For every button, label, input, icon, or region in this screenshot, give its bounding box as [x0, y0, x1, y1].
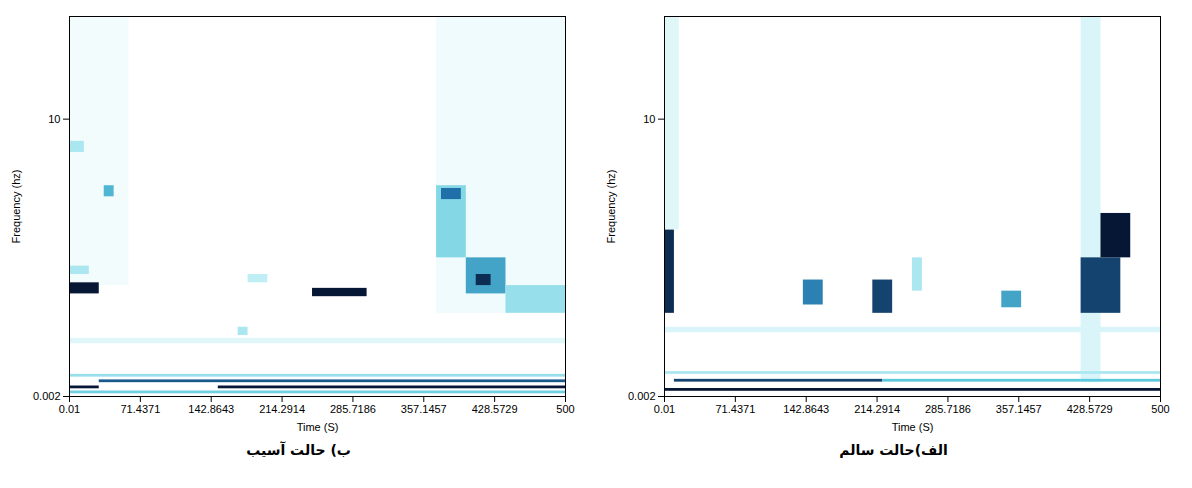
svg-text:357.1457: 357.1457 [996, 403, 1042, 415]
svg-text:428.5729: 428.5729 [472, 403, 518, 415]
svg-text:0.002: 0.002 [33, 390, 61, 402]
svg-text:10: 10 [48, 113, 60, 125]
svg-text:0.002: 0.002 [628, 390, 656, 402]
svg-text:0.01: 0.01 [59, 403, 80, 415]
svg-text:285.7186: 285.7186 [330, 403, 376, 415]
svg-text:142.8643: 142.8643 [188, 403, 234, 415]
svg-text:Time (S): Time (S) [297, 421, 339, 433]
svg-text:71.4371: 71.4371 [715, 403, 755, 415]
svg-text:Time (S): Time (S) [892, 421, 934, 433]
svg-text:500: 500 [1151, 403, 1169, 415]
html-text:الف)حالت سالم: الف)حالت سالم [839, 442, 948, 458]
svg-text:214.2914: 214.2914 [854, 403, 900, 415]
svg-text:0.01: 0.01 [654, 403, 675, 415]
svg-text:357.1457: 357.1457 [401, 403, 447, 415]
svg-text:428.5729: 428.5729 [1067, 403, 1113, 415]
svg-text:285.7186: 285.7186 [925, 403, 971, 415]
svg-text:500: 500 [556, 403, 574, 415]
svg-text:71.4371: 71.4371 [120, 403, 160, 415]
html-text:ب) حالت آسیب: ب) حالت آسیب [246, 442, 351, 458]
svg-text:142.8643: 142.8643 [783, 403, 829, 415]
svg-text:10: 10 [643, 113, 655, 125]
svg-text:214.2914: 214.2914 [259, 403, 305, 415]
svg-text:Frequency (hz): Frequency (hz) [605, 170, 617, 244]
svg-text:Frequency (hz): Frequency (hz) [10, 170, 22, 244]
